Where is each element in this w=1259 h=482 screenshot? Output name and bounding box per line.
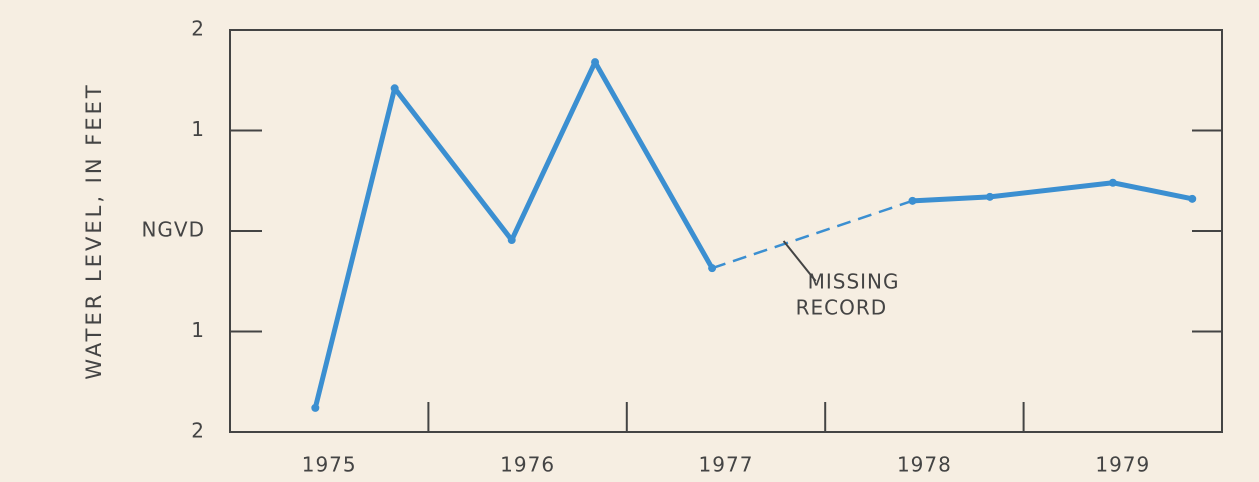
point: [1108, 178, 1117, 187]
x-tick-label: 1977: [699, 453, 754, 477]
annotation-text: MISSING: [808, 270, 900, 294]
point: [507, 236, 516, 245]
x-tick-label: 1979: [1095, 453, 1150, 477]
point: [985, 192, 994, 201]
y-axis-label: WATER LEVEL, IN FEET: [82, 82, 106, 379]
y-tick-label: 1: [191, 117, 205, 141]
y-tick-label: 2: [191, 419, 205, 443]
x-tick-label: 1975: [302, 453, 357, 477]
y-tick-label: 1: [191, 318, 205, 342]
point: [1188, 194, 1197, 203]
point: [708, 264, 717, 273]
y-tick-label: 2: [191, 17, 205, 41]
line: [912, 180, 1193, 204]
annotation-leader: [782, 240, 817, 282]
point: [908, 196, 917, 205]
point: [591, 58, 600, 67]
y-tick-label: NGVD: [141, 218, 205, 242]
point: [311, 403, 320, 412]
annotation-text: RECORD: [796, 296, 888, 320]
line-dashed: [711, 199, 913, 270]
x-tick-label: 1978: [897, 453, 952, 477]
x-tick-label: 1976: [500, 453, 555, 477]
point: [390, 84, 399, 93]
